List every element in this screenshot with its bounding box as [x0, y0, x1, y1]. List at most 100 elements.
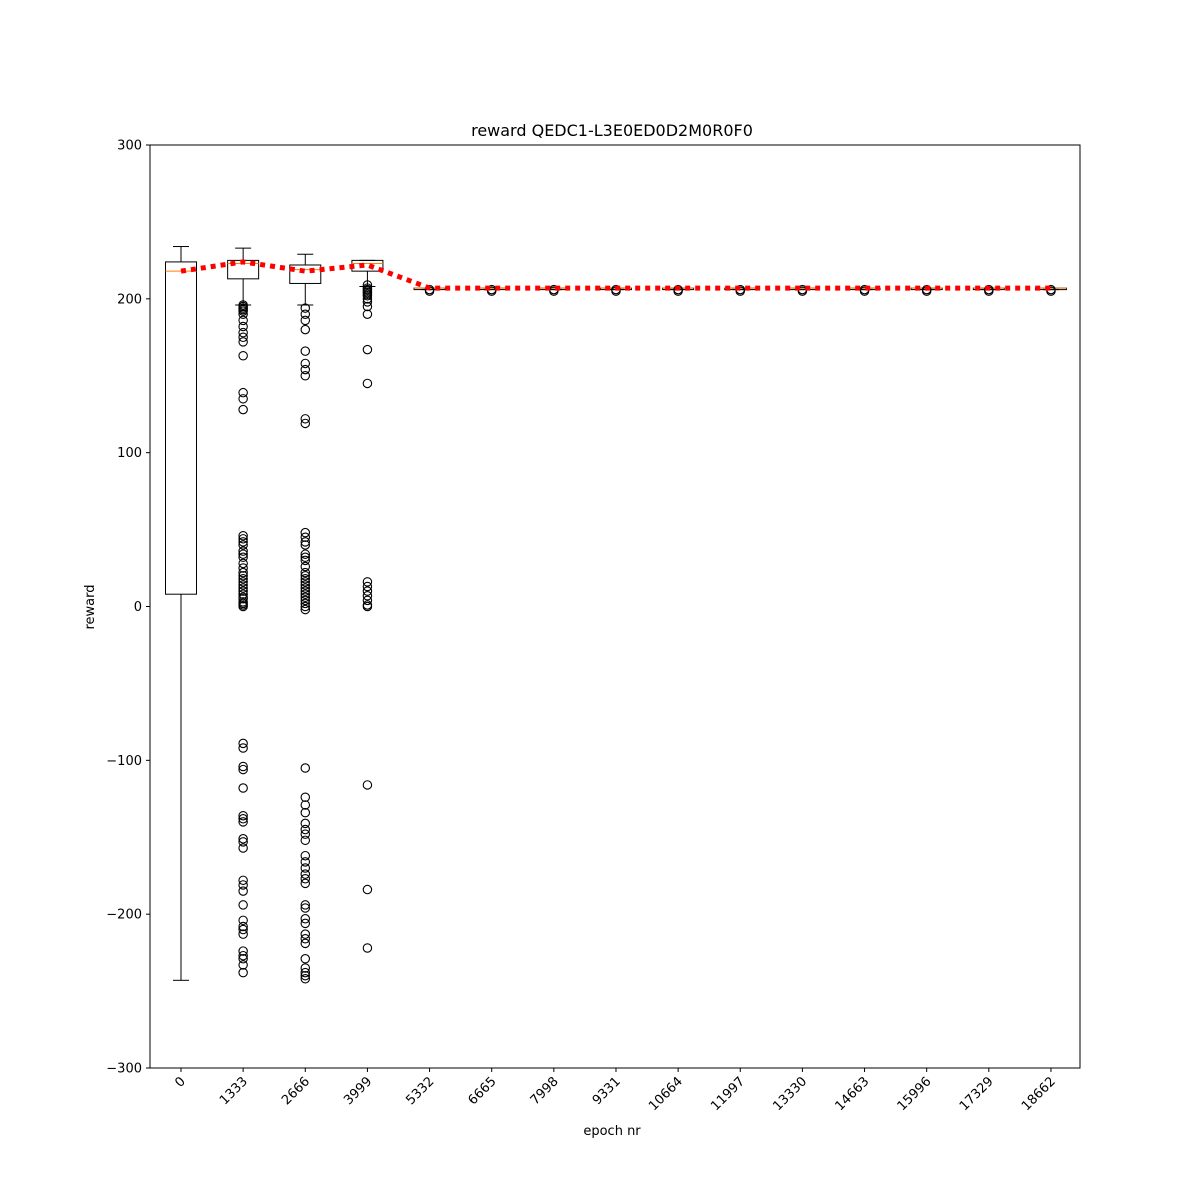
outlier-point: [362, 309, 373, 319]
outlier-point: [300, 763, 311, 773]
outlier-point: [300, 567, 311, 578]
outlier-point: [984, 284, 994, 295]
outlier-point: [300, 589, 311, 599]
outlier-point: [238, 549, 248, 559]
outlier-point: [238, 583, 248, 593]
outlier-point: [300, 601, 311, 612]
outlier-point: [300, 878, 311, 889]
outlier-point: [300, 963, 311, 973]
outlier-point: [238, 761, 248, 772]
y-axis: −300 −200 −100 0 100 200 300: [106, 139, 150, 1077]
outlier-point: [238, 351, 248, 361]
outlier-point: [300, 863, 311, 873]
outlier-point: [238, 567, 248, 578]
outlier-point: [238, 327, 248, 338]
y-tick-label: 100: [117, 446, 142, 461]
outlier-point: [238, 810, 248, 821]
y-tick-label: −200: [106, 908, 142, 923]
outlier-point: [362, 884, 373, 895]
outlier-point: [238, 783, 248, 793]
mean-line: [180, 259, 1051, 291]
chart-title: reward QEDC1-L3E0ED0D2M0R0F0: [471, 121, 753, 140]
outlier-point: [300, 807, 311, 818]
outlier-point: [300, 315, 311, 326]
outlier-point: [238, 586, 248, 596]
outlier-point: [300, 540, 311, 550]
outlier-point: [362, 780, 373, 790]
outlier-point: [238, 738, 248, 749]
outlier-point: [238, 915, 248, 926]
outlier-point: [300, 346, 311, 356]
outlier-point: [238, 321, 248, 332]
outlier-point: [300, 324, 311, 335]
outlier-point: [300, 574, 311, 584]
outlier-point: [238, 546, 248, 556]
outlier-point: [300, 549, 311, 559]
outlier-point: [300, 598, 311, 609]
y-tick-label: −100: [106, 754, 142, 769]
outlier-point: [300, 835, 311, 846]
outlier-point: [300, 303, 311, 313]
outlier-point: [238, 924, 248, 935]
outlier-point: [362, 586, 373, 596]
outlier-point: [300, 570, 311, 581]
outlier-point: [362, 378, 373, 389]
outlier-point: [238, 394, 248, 404]
outlier-point: [300, 364, 311, 375]
box-18662: [1034, 284, 1067, 296]
outlier-point: [300, 818, 311, 829]
outlier-point: [238, 570, 248, 581]
outlier-point: [300, 561, 311, 572]
outlier-point: [300, 829, 311, 839]
outlier-point: [238, 589, 248, 599]
box-body: [289, 264, 322, 284]
outlier-point: [300, 938, 311, 949]
outlier-point: [238, 558, 248, 569]
outlier-point: [300, 358, 311, 369]
outlier-point: [300, 903, 311, 913]
outlier-point: [238, 954, 248, 964]
y-axis-label: reward: [83, 584, 98, 629]
outlier-point: [300, 792, 311, 803]
outlier-point: [238, 967, 248, 978]
outlier-point: [238, 563, 248, 573]
outlier-point: [238, 315, 248, 326]
outlier-point: [300, 914, 311, 924]
outlier-point: [300, 874, 311, 884]
outlier-point: [238, 577, 248, 587]
outlier-point: [300, 577, 311, 587]
outlier-point: [300, 800, 311, 810]
outlier-point: [300, 583, 311, 593]
outlier-point: [238, 594, 248, 604]
outlier-point: [238, 580, 248, 590]
outlier-point: [300, 592, 311, 603]
outlier-point: [238, 337, 248, 347]
outlier-point: [362, 294, 373, 304]
outlier-point: [238, 306, 248, 316]
x-axis-label: epoch nr: [583, 1124, 641, 1139]
outlier-point: [300, 370, 311, 381]
outlier-point: [300, 824, 311, 835]
y-tick-label: 200: [117, 292, 142, 307]
outlier-point: [300, 974, 311, 984]
outlier-point: [362, 577, 373, 587]
outlier-point: [300, 552, 311, 563]
outlier-point: [362, 297, 373, 307]
outlier-point: [300, 580, 311, 590]
outlier-point: [362, 301, 373, 312]
outlier-point: [238, 834, 248, 844]
outlier-point: [238, 574, 248, 584]
outlier-point: [362, 943, 373, 953]
outlier-point: [238, 540, 248, 550]
outlier-point: [238, 743, 248, 753]
outlier-point: [300, 850, 311, 861]
outlier-point: [362, 280, 373, 290]
y-tick-label: 300: [117, 139, 142, 154]
outlier-point: [238, 929, 248, 939]
outlier-point: [300, 532, 311, 543]
outlier-point: [921, 284, 932, 295]
outlier-point: [300, 537, 311, 547]
outlier-point: [238, 309, 248, 319]
outlier-point: [362, 595, 373, 606]
outlier-point: [300, 954, 311, 964]
